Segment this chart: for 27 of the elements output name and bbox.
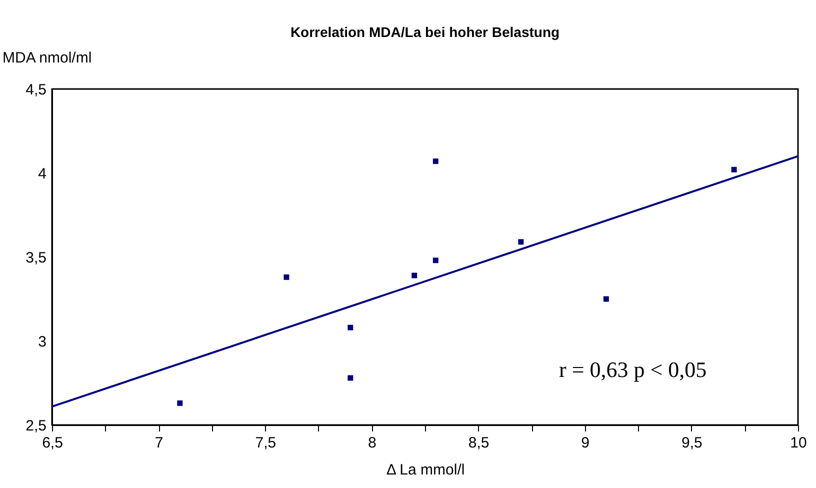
x-tick-label: 7,5 [255,434,276,452]
point [177,400,183,406]
y-axis-title: MDA nmol/ml [2,50,92,66]
x-tick-label: 8 [368,434,376,452]
x-tick-label: 7 [154,434,164,452]
point [603,296,609,302]
y-tick-label: 4,5 [26,82,46,98]
x-tick-label: 8,5 [468,434,490,452]
y-tick-label: 2,5 [26,418,46,434]
x-axis-title: Δ La mmol/l [386,462,465,478]
y-tick-label: 3 [38,334,46,350]
point [432,258,438,264]
chart-title: Korrelation MDA/La bei hoher Belastung [290,24,560,40]
point [432,158,438,164]
point [412,272,418,278]
x-tick-label: 10 [790,434,807,452]
x-tick-label: 9 [581,434,590,452]
point [518,239,524,245]
point [348,375,354,381]
point [348,324,354,330]
y-tick-label: 3,5 [26,250,46,266]
x-tick-label: 6,5 [42,434,63,452]
point [731,166,737,172]
y-tick-label: 4 [38,166,46,182]
annotation: r = 0,63 p < 0,05 [559,357,707,382]
x-tick-label: 9,5 [682,434,702,452]
point [284,274,290,280]
